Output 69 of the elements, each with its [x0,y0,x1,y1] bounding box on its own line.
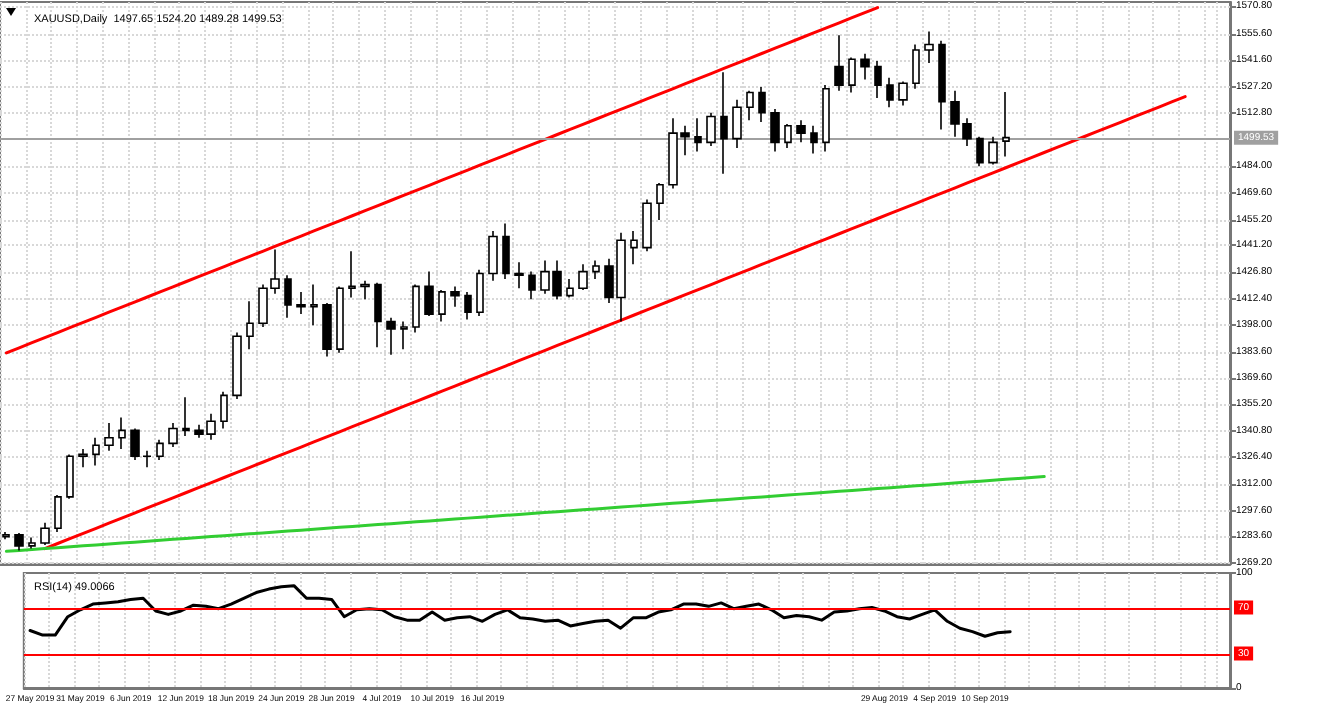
candlestick [284,274,292,319]
candlestick [386,316,396,356]
candlestick [40,521,50,546]
candlestick [488,230,498,282]
candlestick [1002,91,1010,158]
line-series [4,6,880,355]
candlestick [502,222,510,280]
candlestick [810,124,818,155]
candlestick [348,250,356,299]
candlestick [412,283,420,334]
candlestick [976,136,984,168]
candlestick [438,289,446,323]
candlestick [656,182,664,221]
line-series [28,584,1012,638]
candlestick [450,285,460,308]
candlestick [168,422,178,448]
candlestick [232,331,242,400]
line-series [43,95,1187,551]
candlestick [2,531,10,541]
candlestick [400,320,408,350]
candlestick [822,84,830,153]
candlestick [898,80,908,107]
candlestick [424,270,434,317]
candlestick [732,99,742,149]
candlestick [78,448,88,469]
candlestick [54,494,62,533]
candlestick [296,291,306,315]
candlestick [118,416,126,450]
candlestick [630,230,638,266]
candlestick [14,532,24,552]
candlestick [758,86,766,123]
candlestick [28,536,36,550]
candlestick [246,300,254,350]
candlestick [988,136,998,166]
candlestick [566,278,574,299]
candlestick [104,422,114,452]
candlestick [938,39,946,131]
candlestick [860,52,870,81]
candlestick [706,112,716,147]
candlestick [924,30,934,64]
candlestick [848,56,856,94]
candlestick [182,396,190,437]
candlestick [592,259,600,280]
candlestick [476,268,484,317]
candlestick [310,283,318,326]
candlestick [220,390,228,430]
candlestick [746,89,754,121]
candlestick [874,60,882,99]
candlestick [784,123,792,149]
candlestick [514,261,524,290]
candlestick [322,302,332,358]
candlestick [720,71,728,175]
candlestick [694,117,702,153]
candlestick [374,281,382,349]
line-series [4,475,1046,553]
candlestick [156,438,164,461]
candlestick [464,291,472,321]
candlestick [886,76,894,109]
candlestick [66,453,74,500]
candlestick [796,119,806,144]
candlestick [92,437,100,467]
candlestick [770,108,780,153]
candlestick [912,43,920,90]
candlestick [360,280,370,301]
candlestick [834,34,844,92]
candlestick [578,263,588,291]
candlestick [528,270,536,301]
candlestick [642,198,652,253]
candlestick [336,285,344,354]
